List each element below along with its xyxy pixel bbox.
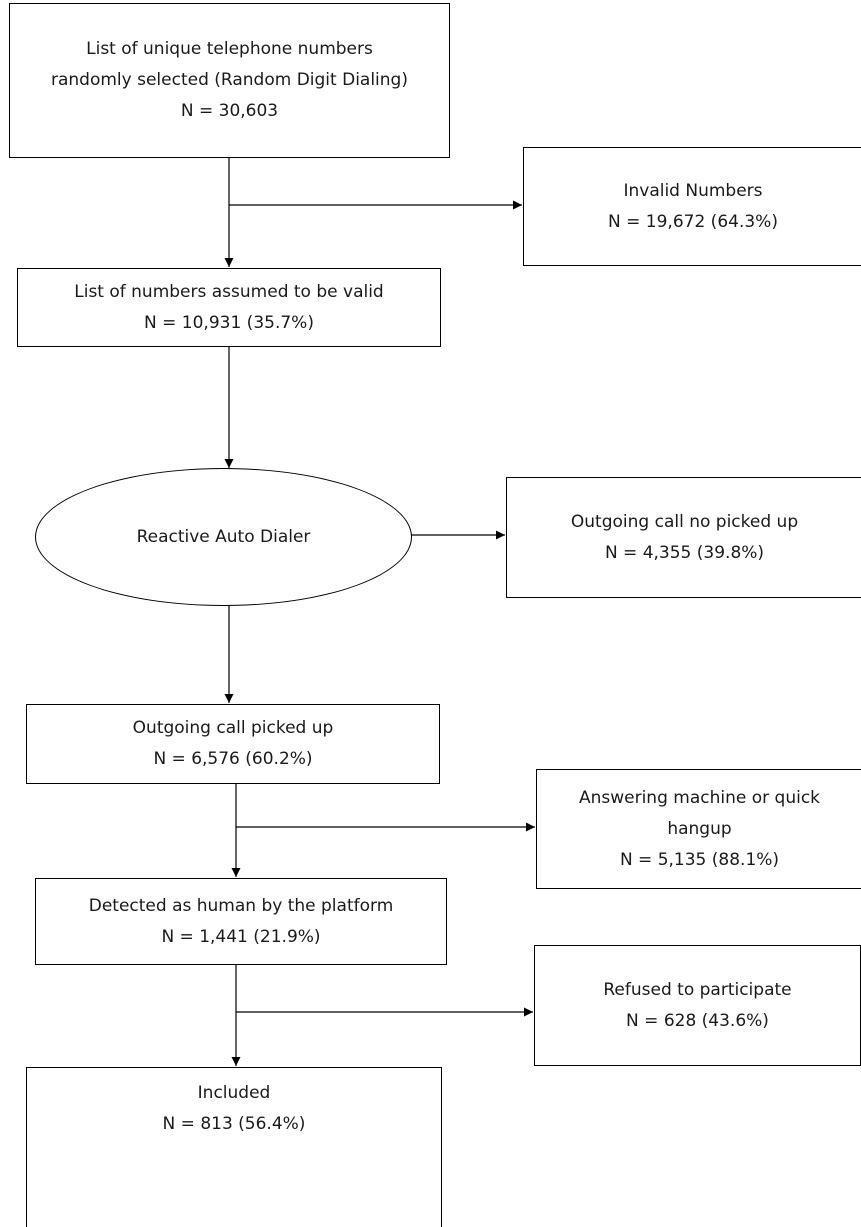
box-refused: Refused to participate N = 628 (43.6%) [534, 945, 861, 1066]
box-invalid-numbers: Invalid Numbers N = 19,672 (64.3%) [523, 147, 861, 266]
oval-auto-dialer-label: Reactive Auto Dialer [136, 527, 311, 547]
box-machine-line2: hangup [667, 818, 732, 839]
box-invalid-line2: N = 19,672 (64.3%) [608, 211, 778, 232]
box-human-line1: Detected as human by the platform [88, 895, 394, 916]
box-not-picked-line2: N = 4,355 (39.8%) [604, 542, 765, 563]
box-answering-machine: Answering machine or quick hangup N = 5,… [536, 769, 861, 889]
box-valid-line2: N = 10,931 (35.7%) [144, 312, 314, 333]
box-refused-line1: Refused to participate [603, 979, 792, 1000]
box-machine-line3: N = 5,135 (88.1%) [619, 849, 780, 870]
box-included-line2: N = 813 (56.4%) [162, 1114, 306, 1134]
box-not-picked-line1: Outgoing call no picked up [570, 511, 799, 532]
box-detected-human: Detected as human by the platform N = 1,… [35, 878, 447, 965]
box-picked-line1: Outgoing call picked up [132, 718, 334, 738]
box-invalid-line1: Invalid Numbers [623, 180, 763, 201]
box-not-picked-up: Outgoing call no picked up N = 4,355 (39… [506, 477, 861, 598]
box-valid-line1: List of numbers assumed to be valid [74, 281, 384, 302]
box-valid-numbers: List of numbers assumed to be valid N = … [17, 268, 441, 347]
box-picked-line2: N = 6,576 (60.2%) [153, 749, 313, 769]
box-included-line1: Included [197, 1083, 271, 1103]
box-selected-line2: randomly selected (Random Digit Dialing) [51, 70, 408, 90]
box-selected-line1: List of unique telephone numbers [86, 39, 373, 59]
box-machine-line1: Answering machine or quick [578, 787, 821, 808]
box-refused-line2: N = 628 (43.6%) [626, 1010, 769, 1031]
box-picked-up: Outgoing call picked up N = 6,576 (60.2%… [26, 704, 440, 784]
box-human-line2: N = 1,441 (21.9%) [161, 926, 321, 947]
oval-auto-dialer: Reactive Auto Dialer [35, 468, 412, 606]
box-selected-numbers: List of unique telephone numbers randoml… [9, 3, 450, 158]
box-selected-line3: N = 30,603 [180, 101, 279, 121]
box-included: Included N = 813 (56.4%) [26, 1067, 442, 1227]
